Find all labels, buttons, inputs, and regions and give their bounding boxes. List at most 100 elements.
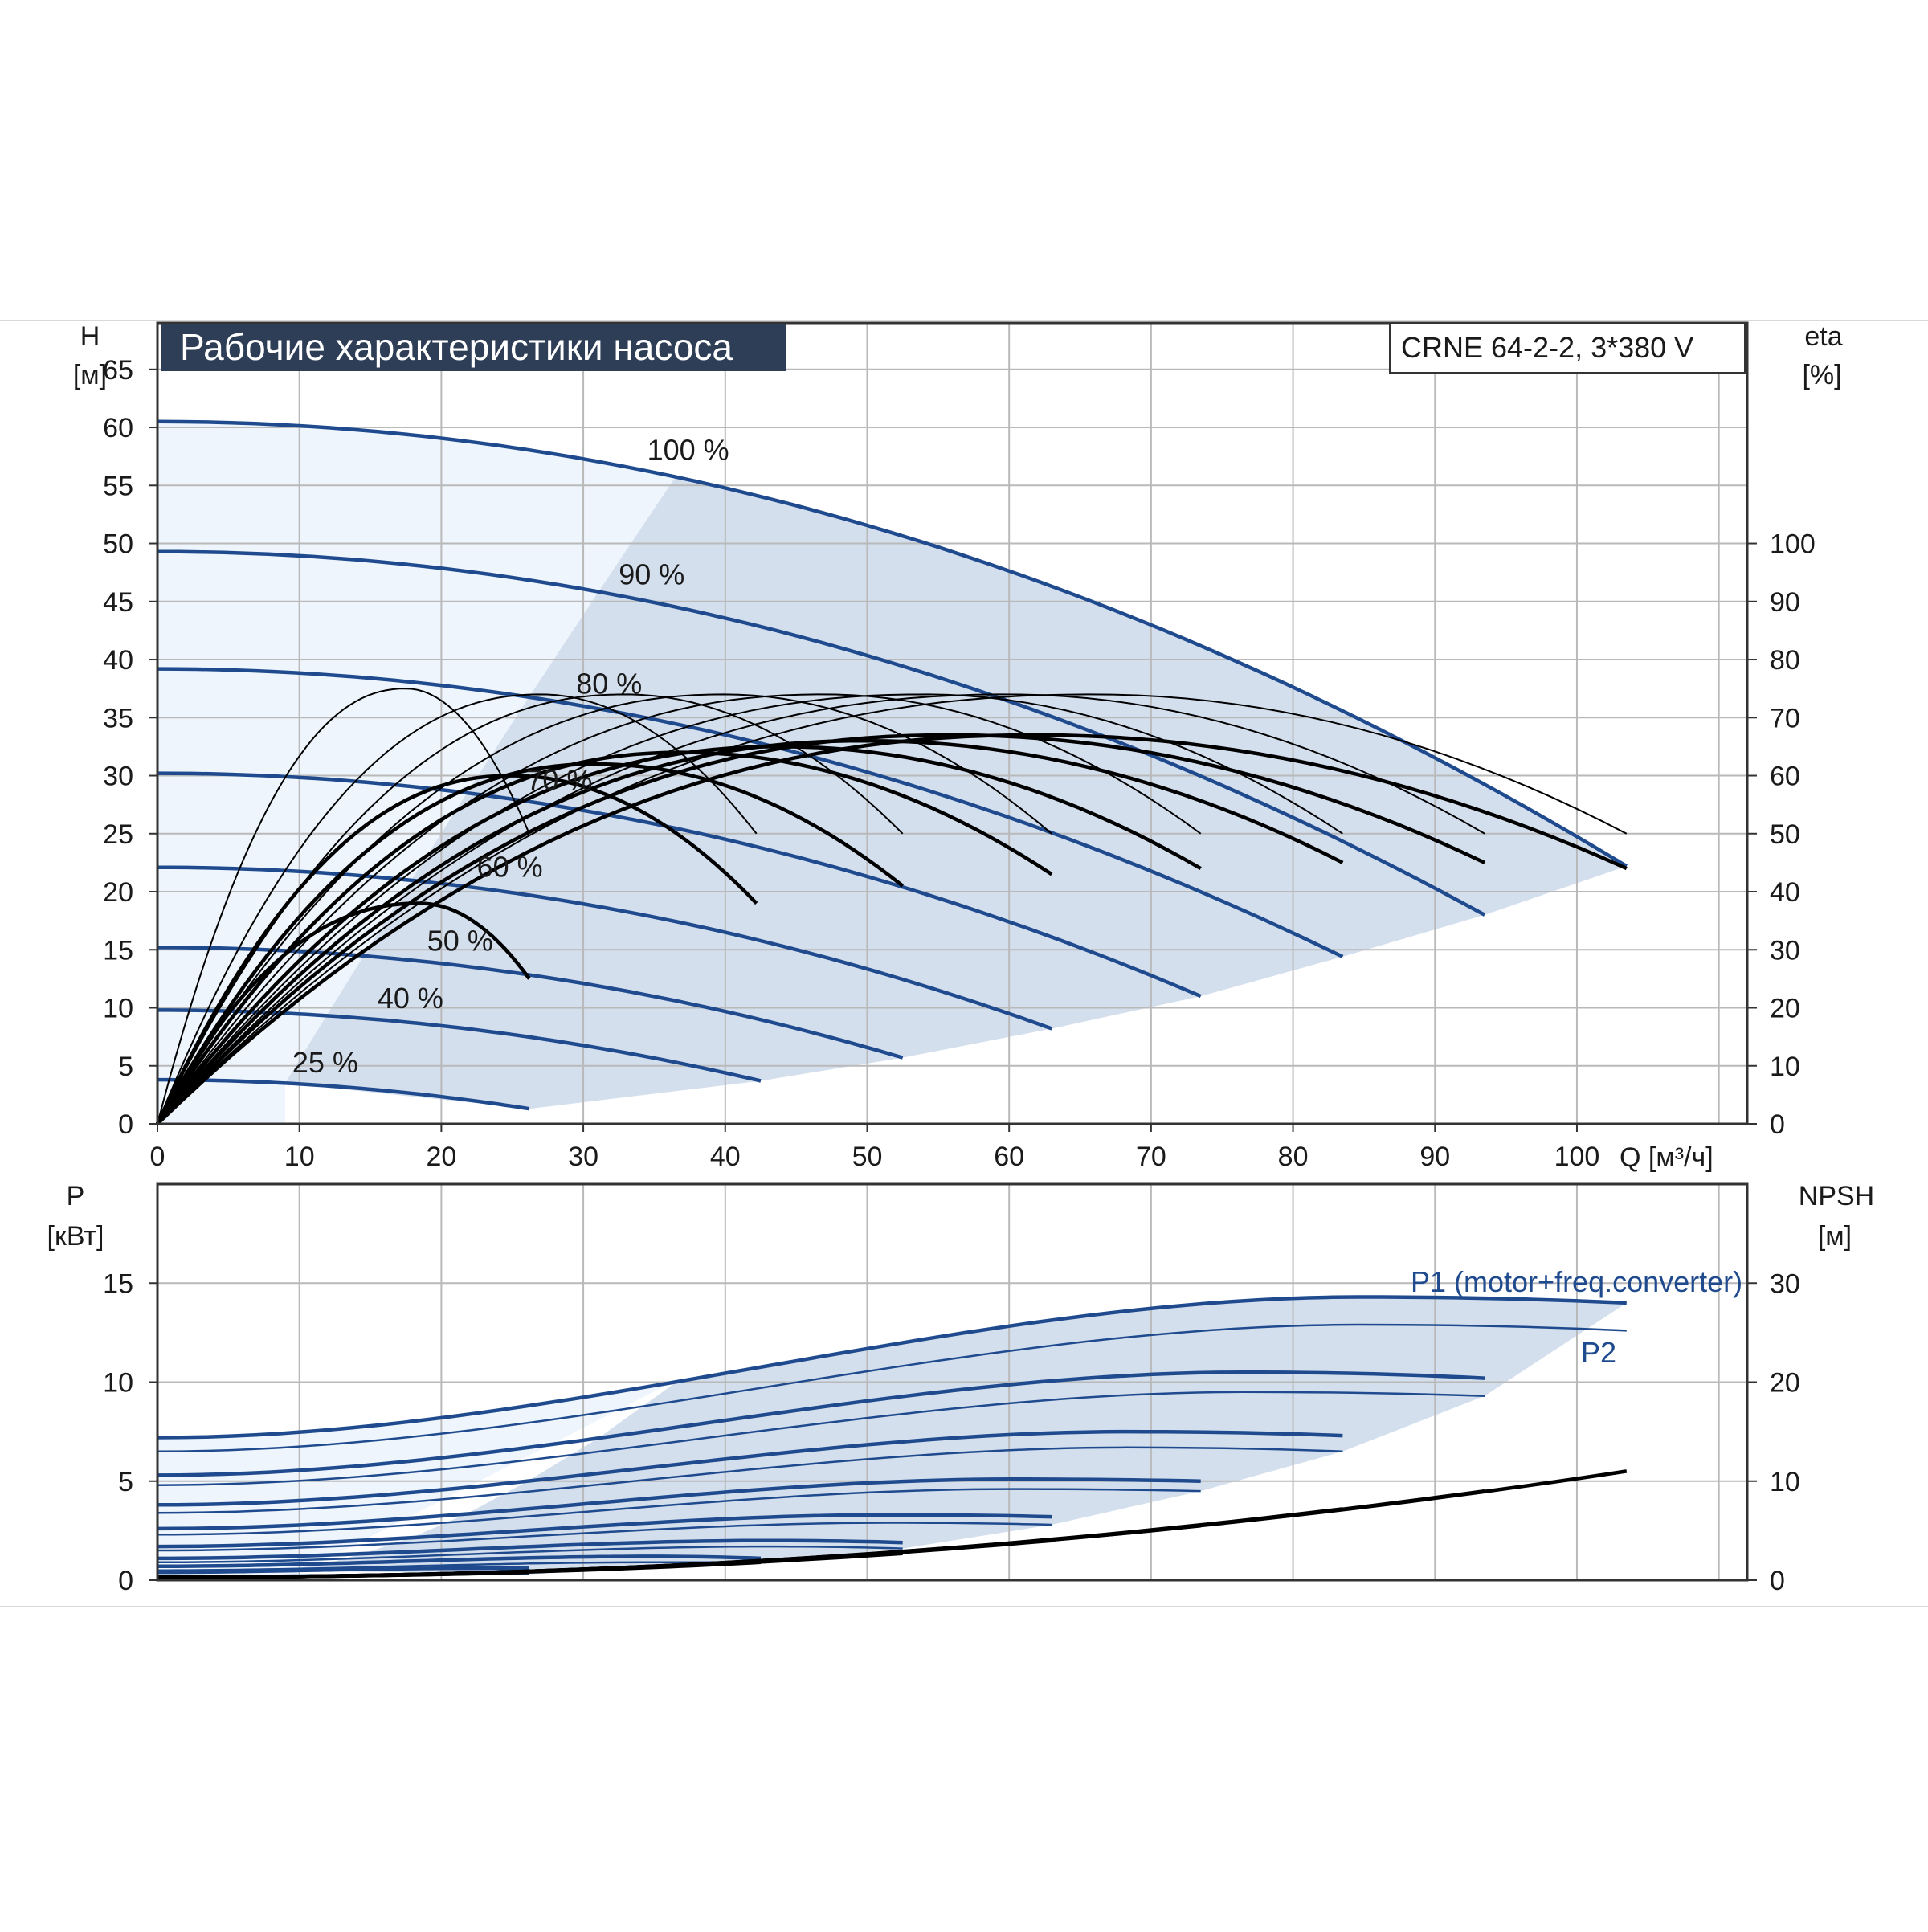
efficiency-axis-ticks: 0 10 20 30 40 50 60 70 80 90 100 <box>1747 529 1816 1140</box>
p2-curve-1 <box>157 1323 1627 1453</box>
efficiency-curve-15 <box>156 901 531 1125</box>
head-curve-3 <box>157 667 1344 958</box>
power-axis-unit: [кВт] <box>47 1221 104 1252</box>
efficiency-tick-label: 20 <box>1770 994 1800 1024</box>
head-axis-unit: [м] <box>73 360 107 390</box>
operating-envelope <box>285 476 1627 1109</box>
head-tick-label: 50 <box>103 529 133 560</box>
p1-curve-6 <box>157 1538 903 1561</box>
speed-label: 70 % <box>526 763 592 796</box>
head-curve-4 <box>157 771 1202 999</box>
efficiency-tick-label: 90 <box>1770 587 1800 618</box>
power-envelope <box>285 1297 1627 1575</box>
p1-curve-1 <box>157 1295 1627 1440</box>
efficiency-curve-13 <box>155 774 758 1125</box>
speed-label: 80 % <box>576 667 642 700</box>
head-curve-5 <box>157 865 1052 1031</box>
speed-labels: 100 % 90 % 80 % 70 % 60 % 50 % 40 % 25 % <box>292 433 729 1079</box>
head-efficiency-chart: 100 % 90 % 80 % 70 % 60 % 50 % 40 % 25 % 0 5 10 15… <box>73 321 1843 1173</box>
head-tick-label: 10 <box>103 994 133 1024</box>
efficiency-curve-9 <box>156 750 1053 1125</box>
flow-tick-label: 40 <box>710 1142 741 1172</box>
head-curves <box>157 419 1628 1111</box>
efficiency-tick-label: 100 <box>1770 529 1816 560</box>
flow-tick-label: 30 <box>568 1142 598 1172</box>
npsh-curve-8 <box>157 1570 529 1579</box>
head-tick-label: 25 <box>103 819 133 850</box>
npsh-curves <box>157 1469 1628 1579</box>
npsh-axis-title: NPSH <box>1799 1181 1874 1211</box>
p2-curve-3 <box>157 1446 1343 1514</box>
p1-curve-7 <box>157 1554 762 1568</box>
flow-tick-label: 70 <box>1136 1142 1166 1172</box>
p2-series-label: P2 <box>1581 1336 1616 1369</box>
npsh-tick-label: 0 <box>1770 1566 1785 1596</box>
head-tick-label: 60 <box>103 413 133 443</box>
speed-label: 40 % <box>378 982 443 1015</box>
efficiency-curve-4 <box>157 693 1485 1125</box>
flow-axis-title: Q [м³/ч] <box>1620 1142 1714 1173</box>
efficiency-curves <box>155 688 1628 1125</box>
speed-label: 25 % <box>292 1046 358 1079</box>
npsh-axis-ticks: 0 10 20 30 <box>1747 1268 1800 1596</box>
efficiency-curve-6 <box>157 693 1343 1125</box>
npsh-tick-label: 10 <box>1770 1467 1800 1497</box>
p1-curve-3 <box>157 1429 1343 1507</box>
head-curve-8 <box>157 1077 530 1111</box>
flow-tick-label: 0 <box>150 1142 165 1172</box>
efficiency-curve-16 <box>157 688 530 1125</box>
efficiency-tick-label: 60 <box>1770 762 1800 792</box>
efficiency-curve-10 <box>157 693 1052 1125</box>
efficiency-tick-label: 30 <box>1770 935 1800 966</box>
head-curve-2 <box>157 549 1486 917</box>
flow-tick-label: 90 <box>1419 1142 1450 1172</box>
chart-title: Рабочие характеристики насоса <box>180 326 733 368</box>
efficiency-axis-unit: [%] <box>1802 360 1841 390</box>
efficiency-tick-label: 10 <box>1770 1052 1800 1082</box>
model-label: CRNE 64-2-2, 3*380 V <box>1401 331 1693 364</box>
power-tick-label: 5 <box>118 1467 133 1497</box>
p1-curve-8 <box>157 1566 529 1575</box>
low-speed-zone <box>157 421 676 1124</box>
p1-curve-5 <box>157 1513 1052 1549</box>
head-curve-6 <box>157 946 904 1060</box>
power-tick-label: 15 <box>103 1268 133 1299</box>
p2-curve-6 <box>157 1545 903 1564</box>
p2-curve-4 <box>157 1488 1201 1536</box>
head-tick-label: 55 <box>103 471 133 501</box>
efficiency-axis-title: eta <box>1804 321 1842 352</box>
speed-label: 100 % <box>647 433 729 466</box>
speed-label: 60 % <box>477 850 543 883</box>
chart-title-box <box>161 324 786 371</box>
speed-label: 90 % <box>619 558 684 590</box>
efficiency-curve-14 <box>157 693 758 1125</box>
p2-curve-7 <box>157 1561 761 1571</box>
p1-curve-4 <box>157 1477 1201 1531</box>
head-axis-ticks: 0 5 10 15 20 25 30 35 40 45 50 55 60 65 <box>103 355 157 1140</box>
flow-tick-label: 20 <box>426 1142 456 1172</box>
main-grid <box>157 323 1747 1125</box>
head-tick-label: 30 <box>103 762 133 792</box>
power-axis-ticks: 0 5 10 15 <box>103 1268 157 1596</box>
efficiency-curve-2 <box>157 693 1628 1125</box>
head-tick-label: 65 <box>103 355 133 386</box>
efficiency-tick-label: 50 <box>1770 819 1800 850</box>
head-axis-title: H <box>80 321 100 352</box>
head-tick-label: 35 <box>103 703 133 733</box>
flow-tick-label: 80 <box>1278 1142 1309 1172</box>
power-axis-title: P <box>67 1181 85 1211</box>
npsh-tick-label: 20 <box>1770 1368 1800 1399</box>
main-plot-frame <box>156 321 1749 1125</box>
p2-curve-2 <box>157 1391 1485 1486</box>
power-tick-label: 0 <box>118 1566 133 1596</box>
model-label-box <box>1389 322 1746 374</box>
flow-axis-ticks: 0 10 20 30 40 50 60 70 80 90 100 <box>150 1124 1599 1172</box>
head-tick-label: 40 <box>103 645 133 676</box>
p2-curve-5 <box>157 1522 1052 1552</box>
flow-tick-label: 60 <box>994 1142 1024 1172</box>
power-tick-label: 10 <box>103 1368 133 1399</box>
efficiency-tick-label: 40 <box>1770 877 1800 908</box>
efficiency-tick-label: 0 <box>1770 1109 1785 1140</box>
